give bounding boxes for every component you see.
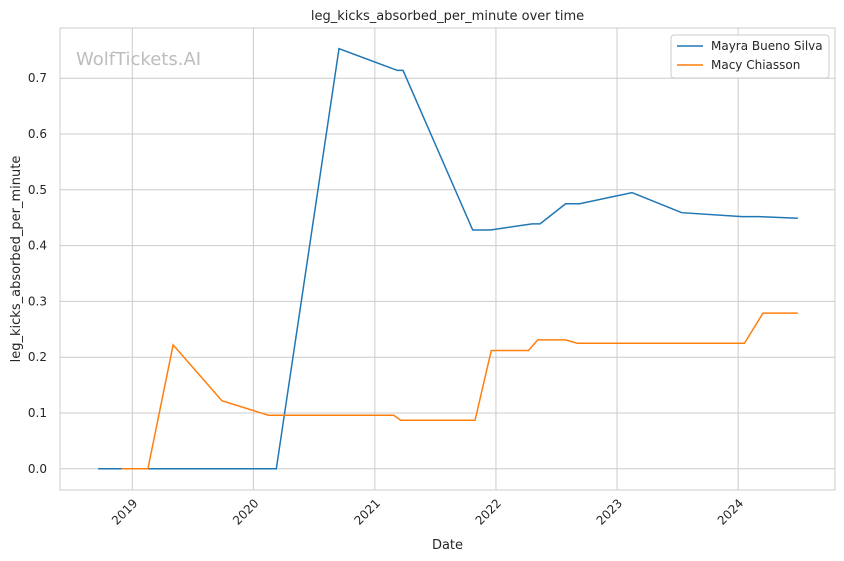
y-tick-label: 0.0 [28,462,47,476]
y-tick-label: 0.1 [28,406,47,420]
y-tick-label: 0.3 [28,294,47,308]
y-tick-label: 0.5 [28,183,47,197]
x-tick-label: 2022 [473,496,504,527]
y-tick-label: 0.2 [28,350,47,364]
y-tick-label: 0.4 [28,239,47,253]
x-tick-label: 2024 [715,496,746,527]
y-axis-label: leg_kicks_absorbed_per_minute [9,156,24,363]
x-tick-label: 2023 [594,496,625,527]
legend: Mayra Bueno Silva Macy Chiasson [670,34,830,79]
y-axis-ticks: 0.0 0.1 0.2 0.3 0.4 0.5 0.6 0.7 [28,71,47,476]
y-tick-label: 0.6 [28,127,47,141]
x-tick-label: 2021 [351,496,382,527]
chart-title: leg_kicks_absorbed_per_minute over time [311,9,584,24]
series-line-1 [98,47,798,470]
legend-label: Mayra Bueno Silva [711,39,823,53]
legend-label: Macy Chiasson [711,58,800,72]
x-tick-label: 2020 [230,496,261,527]
watermark-text: WolfTickets.AI [76,49,201,70]
x-axis-label: Date [432,538,463,553]
plot-frame [59,27,836,491]
y-tick-label: 0.7 [28,71,47,85]
x-axis-ticks: 2019 2020 2021 2022 2023 2024 [109,496,746,527]
series-line-2 [121,312,798,470]
series-layer [98,47,798,470]
x-tick-label: 2019 [109,496,140,527]
legend-box [670,34,830,79]
y-gridlines [60,77,835,470]
